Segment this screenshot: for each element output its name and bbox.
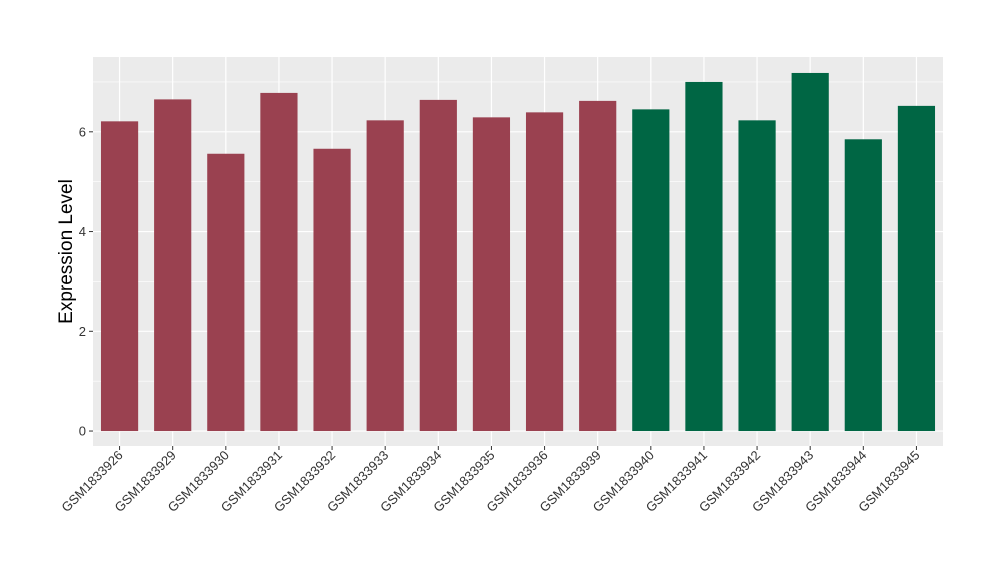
x-axis: GSM1833926GSM1833929GSM1833930GSM1833931… (58, 446, 923, 515)
bar-GSM1833940 (632, 109, 670, 432)
y-tick-label: 6 (79, 124, 86, 139)
bar-GSM1833935 (472, 117, 511, 432)
y-tick-label: 0 (79, 424, 86, 439)
y-axis-title: Expression Level (56, 179, 77, 324)
bar-GSM1833943 (791, 72, 829, 432)
bar-GSM1833933 (366, 120, 404, 432)
y-tick-label: 4 (79, 224, 86, 239)
bar-GSM1833942 (738, 120, 776, 432)
bar-GSM1833929 (154, 99, 192, 432)
bars (100, 72, 936, 432)
y-tick-label: 2 (79, 324, 86, 339)
bar-GSM1833932 (313, 148, 351, 432)
bar-GSM1833944 (844, 139, 882, 432)
bar-GSM1833945 (897, 105, 936, 432)
bar-GSM1833934 (419, 99, 457, 432)
bar-GSM1833926 (100, 121, 139, 432)
bar-GSM1833939 (579, 100, 617, 432)
bar-GSM1833941 (685, 81, 723, 432)
bar-GSM1833930 (207, 153, 245, 432)
y-axis: 0 2 4 6 (79, 124, 93, 439)
bar-GSM1833936 (525, 112, 564, 432)
bar-GSM1833931 (260, 92, 298, 432)
